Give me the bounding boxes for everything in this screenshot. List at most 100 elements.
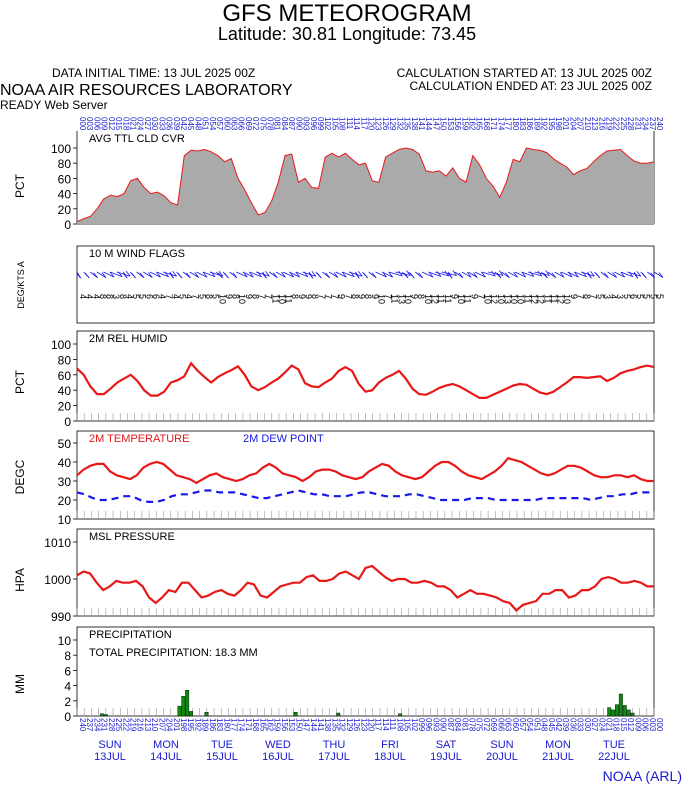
wind-speed-label: 4 xyxy=(91,294,101,299)
wind-barb-flag xyxy=(636,270,642,277)
wind-speed-label: 11 xyxy=(522,294,532,303)
wind-speed-label: 9 xyxy=(449,294,459,299)
wind-barb xyxy=(110,271,123,278)
hour-label-bottom: 129 xyxy=(345,718,354,732)
wind-barb-flag xyxy=(357,270,363,277)
hour-label-top: 168 xyxy=(482,117,491,131)
wind-barb-flag xyxy=(316,272,322,279)
hour-label-top: 117 xyxy=(359,117,368,130)
hour-label-bottom: 195 xyxy=(186,718,195,732)
wind-barb-flag xyxy=(612,272,617,278)
hour-label-top: 207 xyxy=(576,117,585,131)
precip-bar xyxy=(336,712,341,717)
hour-label-bottom: 159 xyxy=(273,718,282,732)
hour-label-bottom: 240 xyxy=(78,718,87,732)
wind-barb-flag xyxy=(595,272,601,279)
wind-speed-label: 7 xyxy=(589,294,599,299)
wind-barb xyxy=(428,271,442,277)
wind-barb-flag xyxy=(543,272,548,279)
wind-speed-label: 10 xyxy=(237,294,247,304)
wind-speed-label: 9 xyxy=(337,294,347,299)
hour-label-top: 156 xyxy=(453,117,462,131)
hour-label-bottom: 210 xyxy=(150,718,159,732)
wind-speed-label: 11 xyxy=(436,294,446,303)
wind-barb xyxy=(395,271,411,276)
wind-barb xyxy=(388,271,403,277)
hour-label-top: 081 xyxy=(273,117,282,131)
hour-label-bottom: 090 xyxy=(439,718,448,732)
precip-bar xyxy=(189,711,194,717)
wind-barb-flag xyxy=(101,272,107,278)
y-axis-label: MM xyxy=(13,674,27,694)
hour-label-top: 177 xyxy=(504,117,513,131)
day-label: SUN xyxy=(490,739,513,751)
hour-label-top: 132 xyxy=(395,117,404,131)
wind-speed-label: 11 xyxy=(390,294,400,303)
day-label: MON xyxy=(545,739,571,751)
wind-barb xyxy=(289,271,300,278)
wind-barb-flag xyxy=(650,272,656,279)
wind-speed-label: 8 xyxy=(250,294,260,299)
y-tick-label: 100 xyxy=(51,142,71,156)
wind-barb-flag xyxy=(76,272,82,279)
hour-label-top: 216 xyxy=(597,117,606,131)
wind-speed-label: 5 xyxy=(178,294,188,299)
wind-barb-flag xyxy=(122,272,128,279)
lab-name: NOAA AIR RESOURCES LABORATORY xyxy=(0,82,293,99)
hour-label-bottom: 177 xyxy=(230,718,239,732)
y-axis-label: PCT xyxy=(13,369,27,394)
wind-barb-flag xyxy=(590,270,595,277)
day-label: FRI xyxy=(381,739,399,751)
wind-speed-label: 6 xyxy=(151,294,161,299)
wind-speed-label: 8 xyxy=(350,294,360,299)
hour-label-top: 174 xyxy=(496,117,505,131)
wind-barb-flag xyxy=(262,272,267,279)
wind-speed-label: 7 xyxy=(330,294,340,299)
wind-speed-label: 9 xyxy=(410,294,420,299)
wind-barb xyxy=(514,271,526,278)
hour-label-top: 189 xyxy=(532,117,541,131)
hour-label-top: 141 xyxy=(417,117,426,131)
hour-label-top: 126 xyxy=(381,117,390,131)
hour-label-top: 048 xyxy=(193,117,202,131)
wind-barb-flag xyxy=(265,270,270,277)
hour-label-bottom: 039 xyxy=(561,718,570,732)
wind-barb xyxy=(149,271,161,278)
date-label: 14JUL xyxy=(150,751,182,763)
hour-label-bottom: 111 xyxy=(388,718,397,731)
hour-label-bottom: 150 xyxy=(294,718,303,732)
wind-barb-flag xyxy=(186,272,191,279)
hour-label-top: 150 xyxy=(439,117,448,131)
wind-barb-flag xyxy=(641,272,647,279)
wind-speed-label: 7 xyxy=(343,294,353,299)
precip-bar xyxy=(626,709,631,717)
wind-barb xyxy=(375,271,387,278)
hour-label-bottom: 054 xyxy=(525,718,534,732)
hour-label-top: 234 xyxy=(641,117,650,131)
hour-label-bottom: 063 xyxy=(504,718,513,732)
wind-speed-label: 8 xyxy=(105,294,115,299)
wind-barb xyxy=(189,271,199,278)
wind-speed-label: 7 xyxy=(317,294,327,299)
hour-label-top: 123 xyxy=(374,117,383,131)
wind-speed-label: 10 xyxy=(562,294,572,304)
hour-label-bottom: 075 xyxy=(475,718,484,732)
wind-barb-flag xyxy=(139,272,145,279)
wind-barb-flag xyxy=(409,272,415,279)
hour-label-top: 069 xyxy=(244,117,253,131)
hour-label-top: 135 xyxy=(403,117,412,131)
hour-label-bottom: 033 xyxy=(576,718,585,732)
wind-speed-label: 11 xyxy=(549,294,559,303)
wind-barb xyxy=(560,271,573,278)
y-tick-label: 1000 xyxy=(44,573,71,587)
wind-speed-label: 3 xyxy=(111,294,121,299)
hour-label-top: 078 xyxy=(266,117,275,131)
wind-barb xyxy=(527,271,542,277)
wind-speed-label: 7 xyxy=(164,294,174,299)
wind-speed-label: 5 xyxy=(635,294,645,299)
wind-speed-label: 9 xyxy=(304,294,314,299)
server-name: READY Web Server xyxy=(0,98,108,112)
date-label: 17JUL xyxy=(318,751,350,763)
wind-speed-label: 10 xyxy=(217,294,227,304)
hour-label-bottom: 015 xyxy=(619,718,628,732)
